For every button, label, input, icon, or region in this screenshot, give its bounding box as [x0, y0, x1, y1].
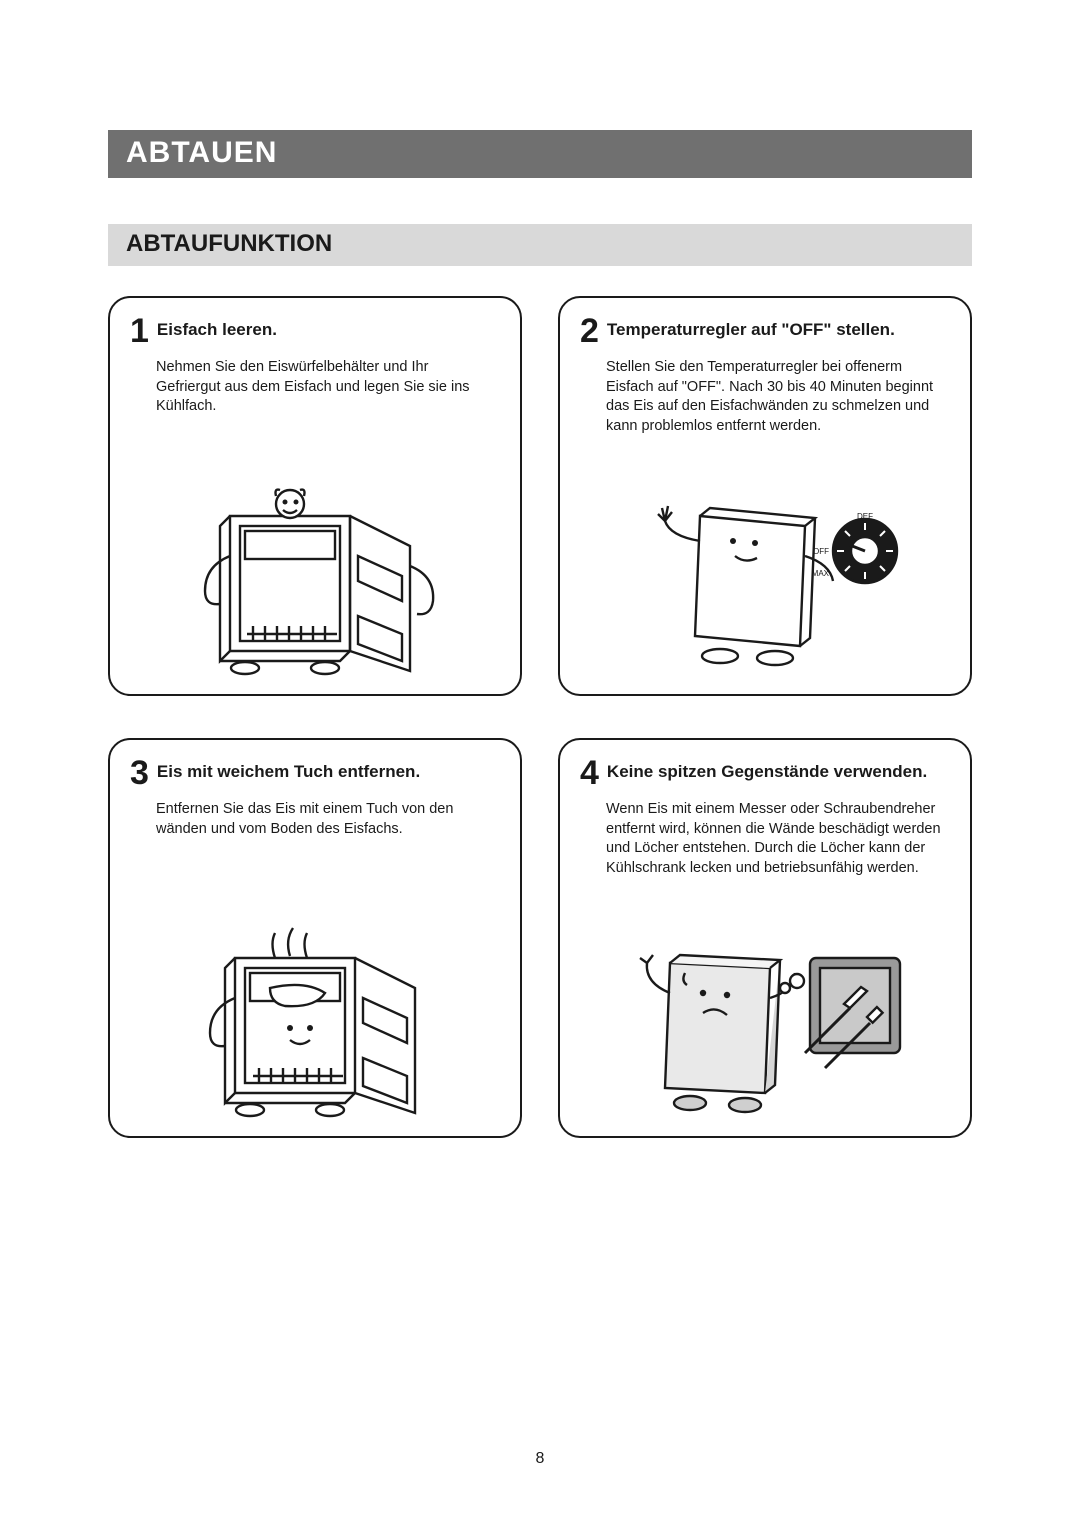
step-head: 4 Keine spitzen Gegenstände verwenden.: [580, 758, 950, 790]
step-head: 1 Eisfach leeren.: [130, 316, 500, 348]
step-number: 2: [580, 314, 599, 348]
svg-text:OFF: OFF: [813, 547, 829, 556]
step-number: 4: [580, 756, 599, 790]
step-head: 2 Temperaturregler auf "OFF" stellen.: [580, 316, 950, 348]
page-number: 8: [0, 1450, 1080, 1468]
steps-grid: 1 Eisfach leeren. Nehmen Sie den Eiswürf…: [108, 296, 972, 1138]
step-card: 2 Temperaturregler auf "OFF" stellen. St…: [558, 296, 972, 696]
svg-text:MAX: MAX: [812, 569, 830, 578]
step-title: Keine spitzen Gegenstände verwenden.: [607, 762, 927, 782]
step-card: 1 Eisfach leeren. Nehmen Sie den Eiswürf…: [108, 296, 522, 696]
section-title-bar: ABTAUEN: [108, 130, 972, 178]
fridge-cloth-icon: [110, 898, 520, 1118]
fridge-knife-icon: [560, 933, 970, 1118]
fridge-dial-icon: DEF OFF MAX: [560, 486, 970, 676]
step-body: Wenn Eis mit einem Messer oder Schrauben…: [606, 800, 946, 878]
step-title: Temperaturregler auf "OFF" stellen.: [607, 320, 895, 340]
step-title: Eisfach leeren.: [157, 320, 277, 340]
svg-text:DEF: DEF: [857, 512, 873, 521]
subsection-bar: ABTAUFUNKTION: [108, 224, 972, 266]
step-body: Nehmen Sie den Eiswürfelbehälter und Ihr…: [156, 358, 496, 417]
step-body: Entfernen Sie das Eis mit einem Tuch von…: [156, 800, 496, 839]
step-card: 4 Keine spitzen Gegenstände verwenden. W…: [558, 738, 972, 1138]
manual-page: ABTAUEN ABTAUFUNKTION 1 Eisfach leeren. …: [0, 0, 1080, 1528]
section-title: ABTAUEN: [126, 136, 277, 169]
fridge-open-icon: [110, 466, 520, 676]
step-card: 3 Eis mit weichem Tuch entfernen. Entfer…: [108, 738, 522, 1138]
step-number: 3: [130, 756, 149, 790]
step-number: 1: [130, 314, 149, 348]
step-body: Stellen Sie den Temperaturregler bei off…: [606, 358, 946, 436]
subsection-title: ABTAUFUNKTION: [126, 230, 332, 257]
step-title: Eis mit weichem Tuch entfernen.: [157, 762, 420, 782]
step-head: 3 Eis mit weichem Tuch entfernen.: [130, 758, 500, 790]
